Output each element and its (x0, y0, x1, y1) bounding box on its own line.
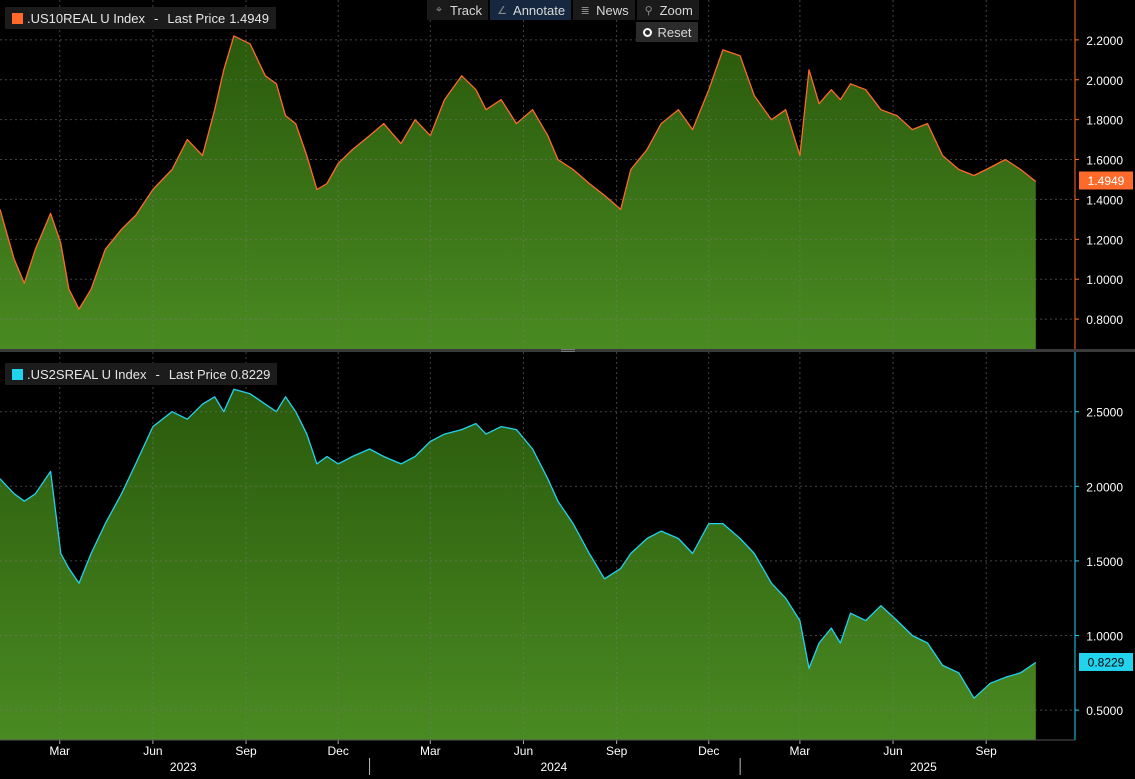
us2-area (0, 389, 1036, 740)
us10-area (0, 35, 1036, 350)
track-label: Track (450, 2, 483, 18)
news-label: News (596, 2, 629, 18)
us10-ytick-label: 1.4000 (1086, 193, 1123, 207)
us10-legend-label: Last Price (167, 10, 226, 26)
us2-legend-ticker: .US2SREAL U Index (27, 366, 147, 382)
zoom-button[interactable]: ⚲ Zoom (636, 0, 699, 20)
month-tick-label: Jun (514, 744, 533, 758)
us2-series-line (0, 388, 1037, 699)
news-icon: ≣ (580, 4, 590, 17)
us10-legend-value: 1.4949 (229, 10, 269, 26)
month-tick-label: Dec (328, 744, 349, 758)
us2-ytick-label: 1.5000 (1086, 555, 1123, 569)
month-tick-label: Mar (49, 744, 70, 758)
us10-ytick-label: 1.2000 (1086, 233, 1123, 247)
us10-ytick-label: 1.8000 (1086, 114, 1123, 128)
reset-label: Reset (657, 24, 692, 40)
month-tick-label: Jun (143, 744, 162, 758)
news-button[interactable]: ≣ News (573, 0, 635, 20)
pencil-icon: ∠ (497, 4, 507, 17)
annotate-label: Annotate (513, 2, 566, 18)
us2-last-value-label: 0.8229 (1088, 655, 1125, 669)
panel-resize-handle[interactable] (561, 349, 575, 352)
month-tick-label: Mar (790, 744, 811, 758)
us10-last-value-label: 1.4949 (1088, 174, 1125, 188)
reset-icon (642, 27, 652, 37)
month-tick-label: Sep (606, 744, 628, 758)
us10-ytick-label: 1.0000 (1086, 273, 1123, 287)
month-tick-label: Sep (976, 744, 998, 758)
us10-last-value-badge (1079, 171, 1133, 190)
magnifier-icon: ⚲ (644, 4, 653, 17)
us2-ytick-label: 1.0000 (1086, 630, 1123, 644)
us10-legend-ticker: .US10REAL U Index (27, 10, 146, 26)
year-label: 2025 (910, 760, 937, 774)
us10-ytick-label: 2.2000 (1086, 34, 1123, 48)
us10-series-line (0, 35, 1037, 310)
track-button[interactable]: ⌖ Track (427, 0, 489, 20)
us2-legend-label: Last Price (168, 366, 227, 382)
us10-ytick-label: 0.8000 (1086, 313, 1123, 327)
us2-legend-swatch (12, 368, 23, 380)
us10-ytick-label: 1.6000 (1086, 154, 1123, 168)
year-label: 2024 (540, 760, 567, 774)
crosshair-icon: ⌖ (435, 3, 443, 16)
us10-legend[interactable]: .US10REAL U Index - Last Price 1.4949 (5, 7, 276, 29)
us2-ytick-label: 2.0000 (1086, 480, 1123, 494)
us2-panel: 0.5000 1.0000 1.5000 2.0000 2.5000 0.8229 (0, 352, 1133, 740)
panel-separator (0, 349, 1135, 352)
month-tick-label: Mar (420, 744, 441, 758)
us10-ytick-label: 2.0000 (1086, 74, 1123, 88)
month-tick-label: Jun (883, 744, 902, 758)
month-tick-label: Dec (698, 744, 719, 758)
us2-ytick-label: 2.5000 (1086, 406, 1123, 420)
us2-legend[interactable]: .US2SREAL U Index - Last Price 0.8229 (5, 363, 278, 385)
us10-legend-swatch (12, 12, 23, 24)
annotate-button[interactable]: ∠ Annotate (490, 0, 572, 20)
us2-last-value-badge (1079, 652, 1133, 671)
month-tick-label: Sep (235, 744, 257, 758)
chart-toolbar: ⌖ Track ∠ Annotate ≣ News ⚲ Zoom (427, 0, 699, 20)
us2-ytick-label: 0.5000 (1086, 704, 1123, 718)
us2-legend-value: 0.8229 (230, 366, 271, 382)
us10-panel: 0.8000 1.0000 1.2000 1.4000 1.6000 1.8000 2.00… (0, 0, 1133, 350)
year-label: 2023 (170, 760, 197, 774)
zoom-label: Zoom (659, 2, 693, 18)
reset-button[interactable]: Reset (636, 22, 698, 42)
